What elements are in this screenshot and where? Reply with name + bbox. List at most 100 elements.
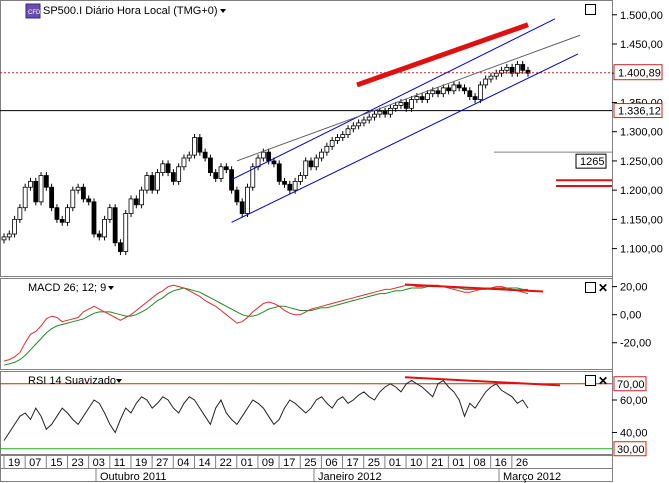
rsi-upper-box <box>613 376 647 392</box>
candle-body <box>59 218 65 223</box>
candle-body <box>186 154 192 159</box>
candle-body <box>435 90 441 95</box>
candle-body <box>17 207 23 220</box>
candle-body <box>414 96 420 100</box>
x-day-label: 16 <box>495 457 507 469</box>
candle-body <box>197 137 203 153</box>
x-day-label: 01 <box>241 457 253 469</box>
x-day-label: 21 <box>431 457 443 469</box>
candle-body <box>398 102 404 106</box>
candle-body <box>361 119 367 124</box>
candle-body <box>467 90 473 98</box>
candle-body <box>234 189 240 203</box>
candle-body <box>165 163 171 174</box>
macd-close-icon[interactable]: ✕ <box>598 281 608 295</box>
price-maximize-icon[interactable] <box>585 4 596 15</box>
symbol-badge-icon[interactable] <box>25 3 41 19</box>
x-day-label: 17 <box>283 457 295 469</box>
symbol-badge-text: CFD <box>28 10 41 16</box>
candle-body <box>271 160 277 165</box>
candle-body <box>176 166 182 182</box>
candle-body <box>6 233 12 238</box>
price-panel-frame <box>0 0 613 277</box>
price-tick-label: 1.500,00 <box>620 10 663 22</box>
macd-title[interactable]: MACD 26; 12; 9 <box>28 282 106 294</box>
candle-body <box>287 183 293 191</box>
candle-body <box>128 198 134 214</box>
candle-body <box>366 116 372 121</box>
macd-divergence-line <box>404 283 544 293</box>
rsi-lower-box <box>613 441 647 457</box>
candle-body <box>324 145 330 153</box>
candle-body <box>292 180 298 191</box>
candle-body <box>49 186 55 209</box>
candle-body <box>80 186 86 200</box>
candle-body <box>245 186 250 214</box>
rsi-title[interactable]: RSI 14 Suavizado <box>28 375 116 387</box>
candle-body <box>483 78 489 86</box>
rsi-maximize-icon[interactable] <box>585 375 596 386</box>
candle-body <box>96 233 102 238</box>
x-day-label: 06 <box>325 457 337 469</box>
macd-maximize-icon[interactable] <box>585 282 596 293</box>
x-day-label: 19 <box>8 457 20 469</box>
price-tick-label: 1.300,00 <box>620 127 663 139</box>
candle-body <box>12 218 17 235</box>
candle-body <box>223 166 229 171</box>
x-month-label: Janeiro 2012 <box>318 471 382 483</box>
candle-body <box>260 151 266 159</box>
candle-body <box>91 201 97 235</box>
macd-tick-label: 20,00 <box>620 282 648 294</box>
candle-body <box>38 175 44 203</box>
rsi-panel-frame <box>0 371 613 455</box>
chart-title[interactable]: SP500.I Diário Hora Local (TMG+0) <box>43 5 218 17</box>
macd-dropdown-icon[interactable] <box>108 286 114 290</box>
rsi-lower-label: 30,00 <box>617 444 645 456</box>
candle-body <box>107 207 113 220</box>
x-day-label: 07 <box>29 457 41 469</box>
candle-body <box>425 93 430 100</box>
candle-body <box>170 172 176 182</box>
candle-body <box>229 169 234 191</box>
x-day-label: 08 <box>474 457 486 469</box>
candle-body <box>504 66 510 71</box>
candle-body <box>329 140 335 147</box>
rsi-close-icon[interactable]: ✕ <box>598 374 608 388</box>
candle-body <box>377 110 383 115</box>
candle-body <box>372 113 377 118</box>
candle-body <box>387 107 393 115</box>
candle-body <box>515 64 520 74</box>
candle-body <box>462 87 467 92</box>
candle-body <box>409 99 414 109</box>
candle-body <box>499 69 504 74</box>
macd-tick-label: 0,00 <box>620 310 641 322</box>
candle-body <box>43 175 49 188</box>
candle-body <box>250 166 256 188</box>
trend-thin-line <box>236 34 581 162</box>
current-price-box <box>613 64 663 81</box>
candle-body <box>133 198 139 206</box>
candle-body <box>350 125 356 130</box>
rsi-tick-label: 40,00 <box>620 428 648 440</box>
candle-body <box>430 90 436 95</box>
x-day-label: 14 <box>198 457 210 469</box>
candle-body <box>509 66 515 74</box>
candle-body <box>213 172 219 179</box>
trend-thick-line <box>356 22 529 88</box>
channel-upper-line <box>231 18 556 181</box>
candle-body <box>22 186 28 209</box>
x-day-label: 01 <box>452 457 464 469</box>
x-day-label: 17 <box>347 457 359 469</box>
candle-body <box>28 180 33 188</box>
title-dropdown-icon[interactable] <box>220 9 226 13</box>
rsi-dropdown-icon[interactable] <box>116 379 122 383</box>
macd-panel-frame <box>0 278 613 370</box>
candle-body <box>493 72 499 77</box>
x-day-label: 19 <box>135 457 147 469</box>
candle-body <box>149 175 155 191</box>
candle-body <box>313 157 319 168</box>
candle-body <box>340 134 346 138</box>
x-day-label: 10 <box>410 457 422 469</box>
x-day-label: 27 <box>156 457 168 469</box>
candle-body <box>419 96 425 100</box>
